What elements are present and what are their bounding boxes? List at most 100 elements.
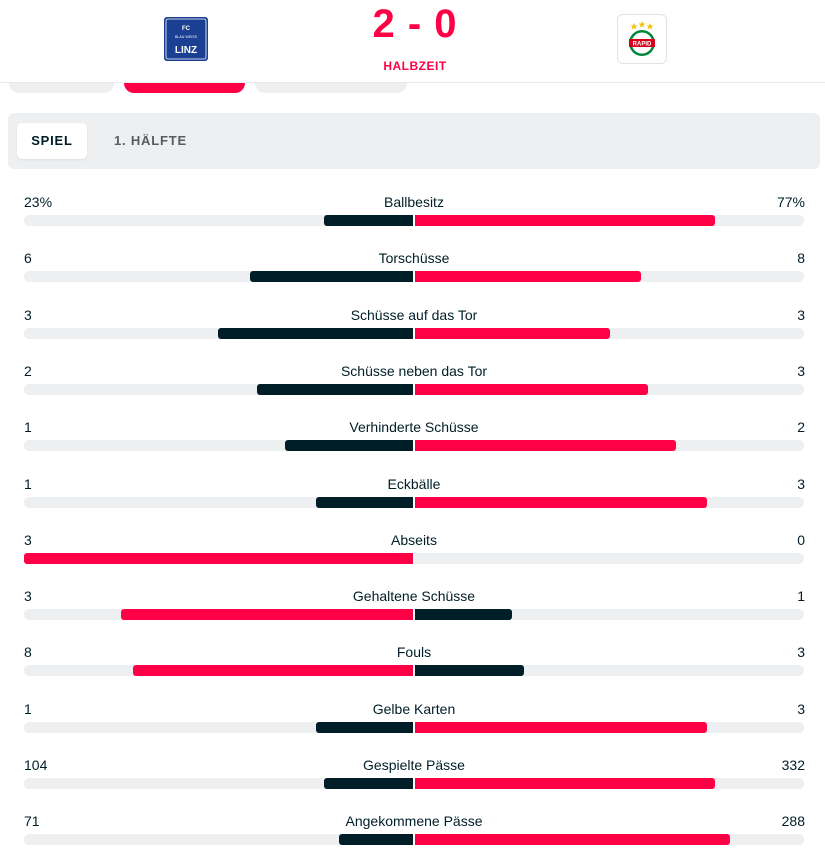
stat-row-gespielte-paesse: 104 Gespielte Pässe 332 [0,756,825,804]
away-value: 3 [797,700,805,717]
match-header: FC BLAU WEISS LINZ 2 - 0 HALBZEIT RAPID [0,0,825,83]
home-bar-track [24,834,413,846]
stat-label: Abseits [391,531,437,548]
home-bar-fill [218,327,413,339]
home-bar-fill [324,215,413,226]
home-bar-track [24,383,413,395]
sub-tab-pill[interactable] [255,80,407,93]
away-bar-fill [415,665,524,677]
fc-blau-weiss-linz-crest-icon: FC BLAU WEISS LINZ [164,17,208,61]
away-bar-track [415,327,804,339]
stat-row-gelbe-karten: 1 Gelbe Karten 3 [0,700,825,748]
stat-label: Schüsse auf das Tor [350,306,478,323]
stat-label: Torschüsse [378,250,450,267]
stat-row-eckbaelle: 1 Eckbälle 3 [0,475,825,523]
away-value: 77% [776,194,805,210]
home-value: 6 [24,250,32,267]
away-bar-fill [415,609,512,621]
home-bar-fill [316,496,413,508]
stat-label: Schüsse neben das Tor [340,362,488,379]
svg-text:RAPID: RAPID [633,42,652,48]
away-bar-fill [415,834,730,846]
away-value: 8 [797,250,805,267]
home-value: 71 [24,813,40,830]
tab-spiel[interactable]: SPIEL [17,123,87,159]
away-bar-fill [415,327,610,339]
stat-label: Gespielte Pässe [363,757,465,773]
home-value: 8 [24,644,32,661]
stat-row-fouls: 8 Fouls 3 [0,643,825,691]
away-bar-fill [415,215,715,226]
home-bar-track [24,496,413,508]
away-bar-track [415,778,804,789]
away-bar-track [415,609,804,621]
away-value: 288 [781,813,805,830]
home-value: 3 [24,588,32,605]
match-score: 2 - 0 [372,2,458,46]
stat-row-schuesse-auf-das-tor: 3 Schüsse auf das Tor 3 [0,306,825,354]
home-bar-track [24,271,413,283]
away-bar-track [415,271,804,283]
stat-label: Fouls [396,644,432,661]
away-value: 1 [797,588,805,605]
svg-text:LINZ: LINZ [175,45,197,56]
away-value: 3 [797,362,805,379]
away-bar-fill [415,440,676,452]
away-value: 0 [797,531,805,548]
stat-row-abseits: 3 Abseits 0 [0,531,825,579]
match-status: HALBZEIT [383,59,447,73]
home-value: 104 [24,757,48,773]
home-bar-track [24,440,413,452]
home-bar-fill [257,383,413,395]
away-value: 3 [797,306,805,323]
home-bar-fill [121,609,413,621]
away-bar-track [415,665,804,677]
stat-row-angekommene-paesse: 71 Angekommene Pässe 288 [0,812,825,860]
home-bar-track [24,552,413,564]
home-value: 23% [24,194,53,210]
home-bar-fill [250,271,413,283]
stat-label: Eckbälle [387,475,441,492]
home-team-logo[interactable]: FC BLAU WEISS LINZ [161,14,211,64]
home-value: 3 [24,531,32,548]
tab-first-half[interactable]: 1. HÄLFTE [114,133,187,148]
home-value: 3 [24,306,32,323]
rapid-wien-crest-icon: RAPID [629,21,655,56]
stat-label: Gelbe Karten [372,700,456,717]
home-bar-fill [285,440,413,452]
home-bar-fill [339,834,413,846]
home-bar-fill [24,552,413,564]
svg-text:FC: FC [182,26,191,32]
away-value: 3 [797,644,805,661]
home-bar-fill [133,665,413,677]
home-value: 2 [24,362,32,379]
stat-row-torschuesse: 6 Torschüsse 8 [0,249,825,297]
home-bar-track [24,609,413,621]
home-bar-fill [316,721,413,733]
away-bar-fill [415,271,641,283]
away-bar-fill [415,496,707,508]
home-value: 1 [24,700,32,717]
stat-label: Gehaltene Schüsse [352,588,476,605]
stat-label: Angekommene Pässe [345,813,483,830]
stat-row-ballbesitz: 23% Ballbesitz 77% [0,193,825,241]
away-bar-track [415,496,804,508]
home-bar-fill [324,778,413,789]
home-value: 1 [24,475,32,492]
home-value: 1 [24,419,32,436]
stat-row-schuesse-neben-das-tor: 2 Schüsse neben das Tor 3 [0,362,825,410]
home-bar-track [24,778,413,789]
away-bar-track [415,834,804,846]
stat-label: Verhinderte Schüsse [349,419,479,436]
away-value: 3 [797,475,805,492]
sub-tab-pill-active[interactable] [124,80,245,93]
away-bar-track [415,721,804,733]
away-bar-track [415,215,804,226]
period-tab-bar: SPIEL 1. HÄLFTE [8,113,820,169]
away-bar-track [415,383,804,395]
away-team-logo[interactable]: RAPID [617,14,667,64]
away-bar-fill [415,721,707,733]
home-bar-track [24,327,413,339]
sub-tab-pill[interactable] [9,80,114,93]
away-bar-track [415,440,804,452]
